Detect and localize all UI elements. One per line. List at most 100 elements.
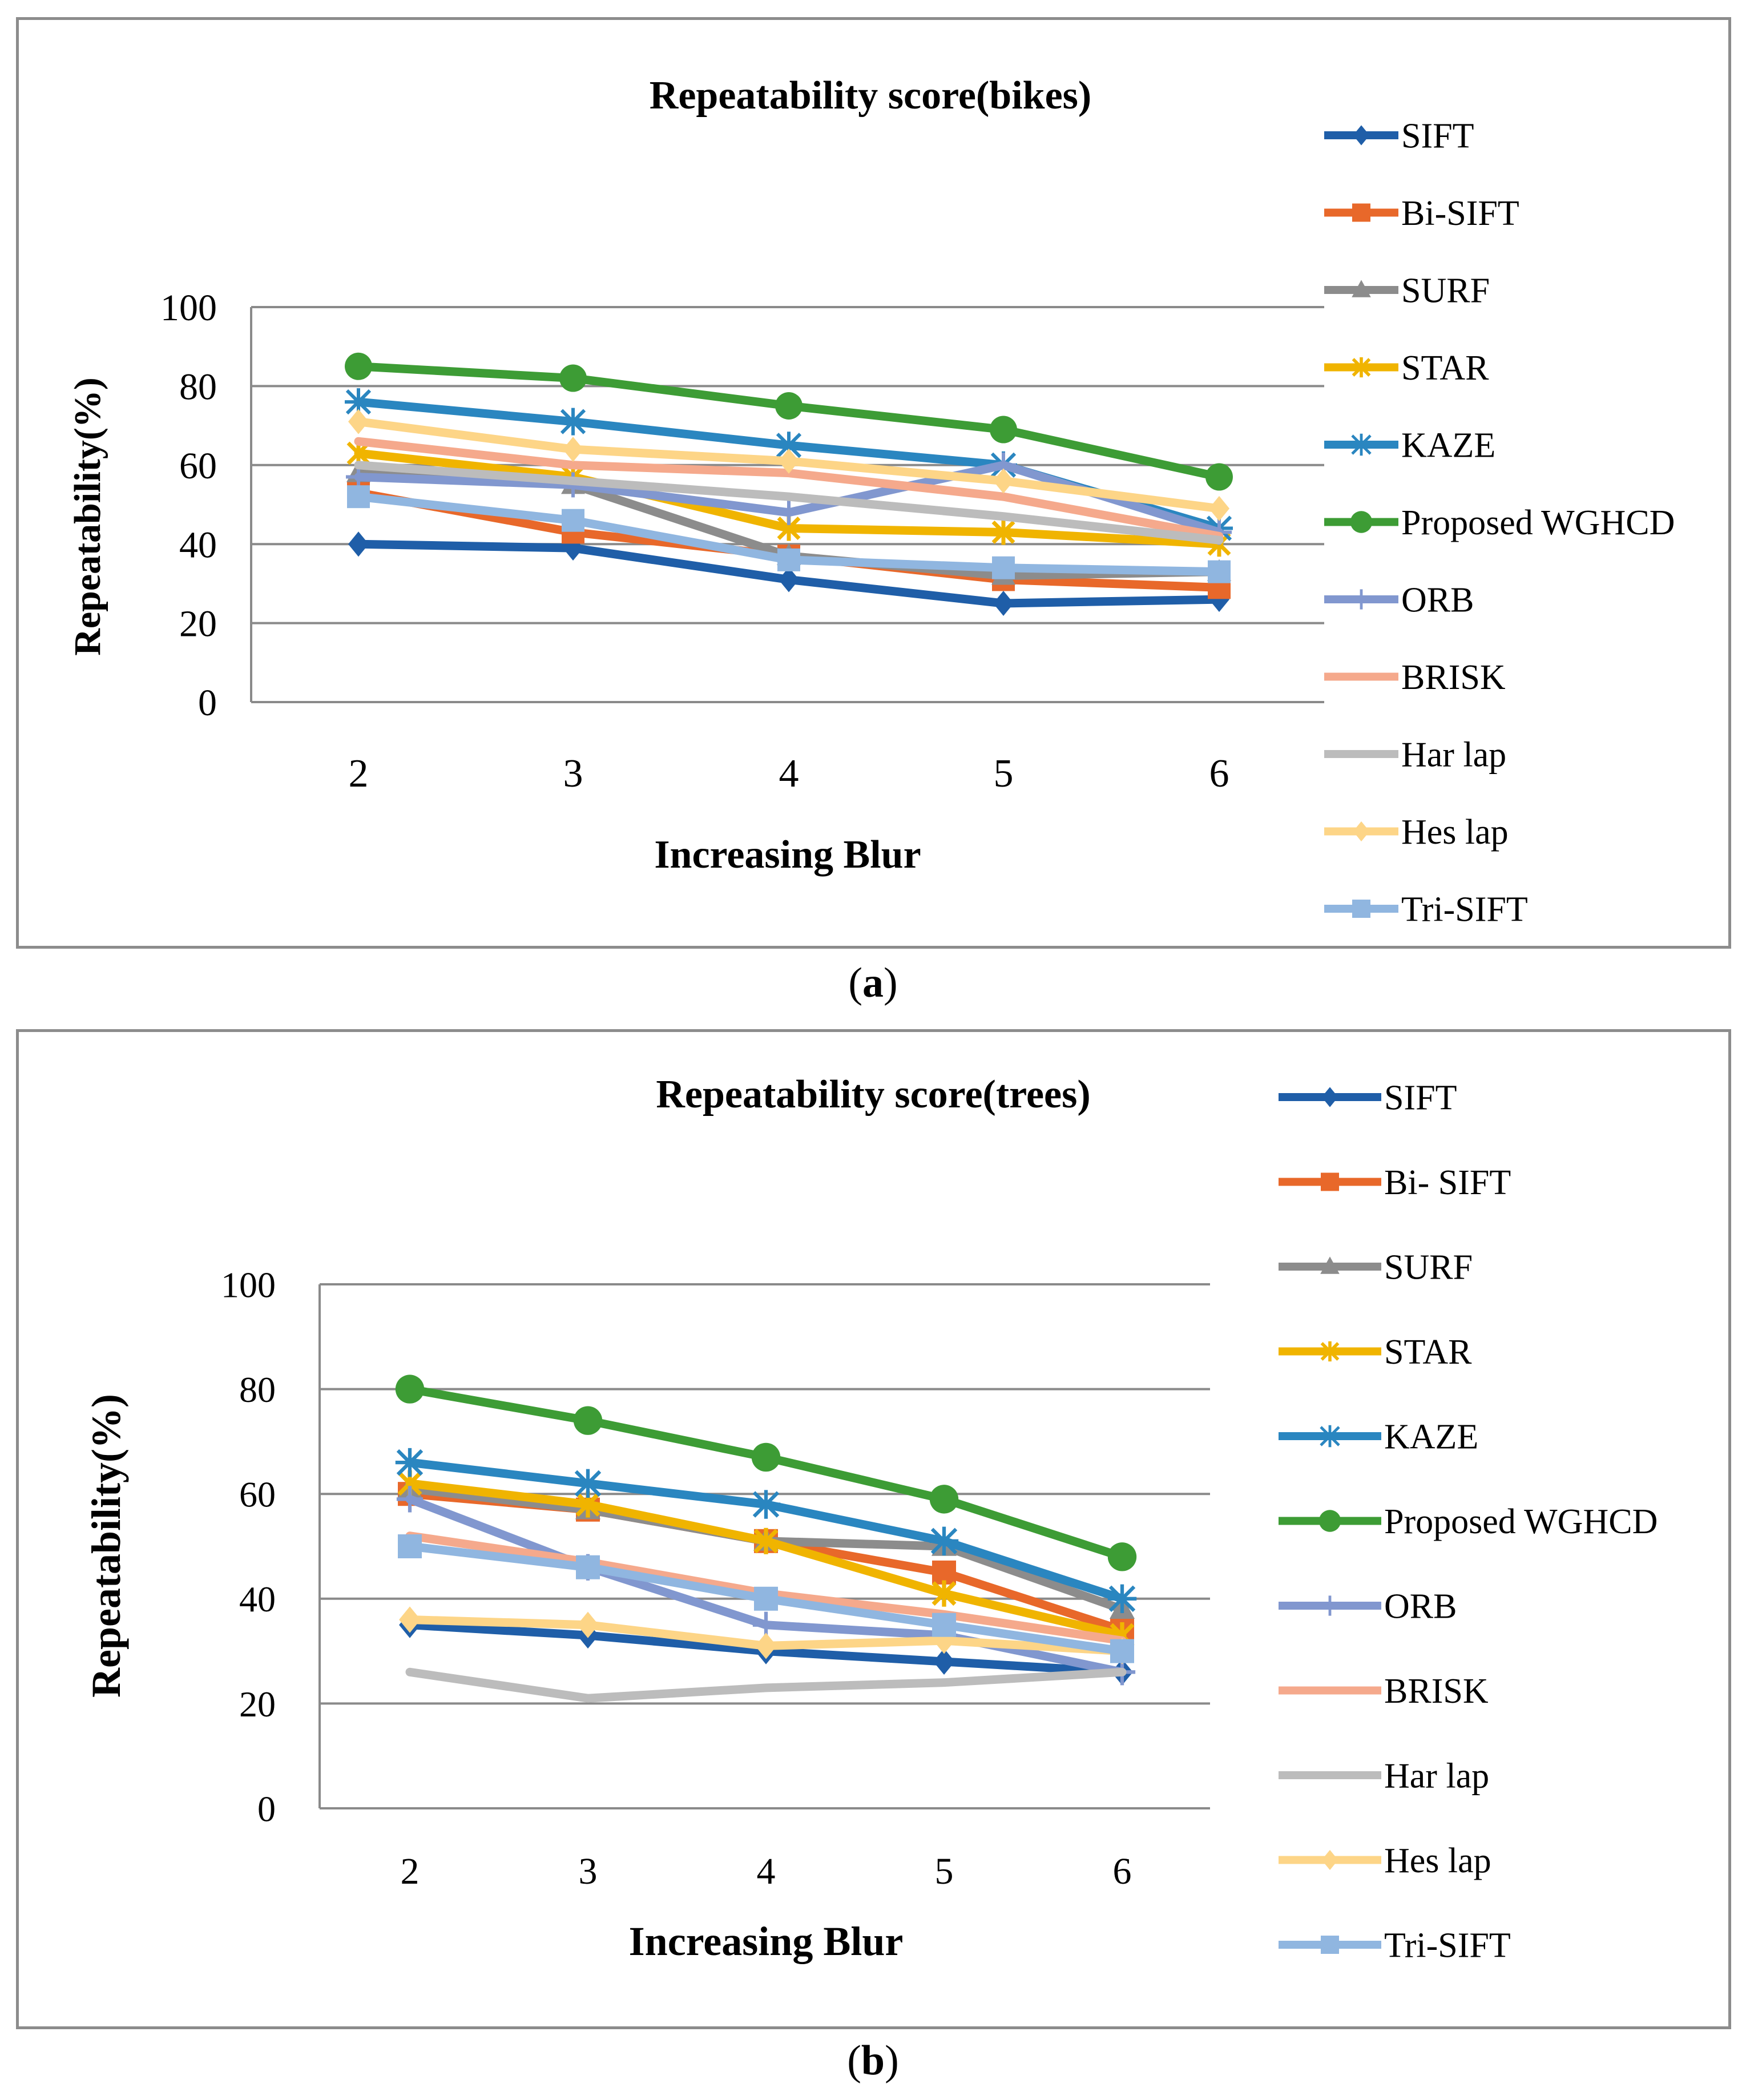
data-point-trees-10-1	[576, 1555, 600, 1579]
legend-entry-trees-8: Har lap	[1279, 1757, 1489, 1796]
series-trees-10	[398, 1534, 1134, 1663]
legend-entry-trees-6: ORB	[1279, 1587, 1457, 1626]
legend-label-bikes-1: Bi-SIFT	[1401, 194, 1519, 233]
series-bikes-9	[348, 409, 1229, 521]
x-tick-label-bikes: 6	[1209, 752, 1229, 796]
data-point-bikes-4-1	[559, 408, 587, 436]
data-point-bikes-0-2	[779, 567, 799, 592]
legend-marker-bikes-2	[1352, 280, 1371, 297]
legend-marker-trees-10	[1321, 1936, 1339, 1954]
x-tick-label-trees: 3	[579, 1851, 598, 1892]
legend-label-trees-6: ORB	[1384, 1587, 1457, 1626]
data-point-bikes-9-1	[563, 437, 583, 462]
data-point-bikes-10-0	[347, 485, 370, 509]
legend-entry-bikes-2: SURF	[1324, 272, 1490, 311]
legend-label-bikes-9: Hes lap	[1401, 813, 1509, 852]
data-point-trees-10-3	[932, 1613, 956, 1637]
y-tick-label-trees: 40	[239, 1579, 276, 1619]
data-point-bikes-0-3	[993, 591, 1014, 616]
data-point-bikes-10-2	[777, 548, 800, 571]
legend-marker-bikes-0	[1353, 125, 1370, 146]
series-bikes-8	[354, 461, 1224, 545]
data-point-bikes-5-0	[345, 352, 372, 380]
caption-a: (a)	[848, 960, 898, 1006]
data-point-trees-4-1	[573, 1469, 603, 1498]
legend-marker-trees-9	[1321, 1849, 1338, 1871]
legend-label-trees-10: Tri-SIFT	[1384, 1926, 1511, 1965]
data-point-trees-6-0	[396, 1486, 424, 1513]
series-trees-8	[405, 1667, 1127, 1703]
data-point-trees-9-1	[577, 1611, 599, 1638]
y-tick-label-trees: 0	[257, 1788, 276, 1829]
legend-entry-trees-10: Tri-SIFT	[1279, 1926, 1511, 1965]
data-point-trees-0-3	[933, 1648, 955, 1675]
legend-entry-trees-1: Bi- SIFT	[1279, 1163, 1511, 1202]
legend-label-trees-2: SURF	[1384, 1248, 1473, 1287]
data-point-trees-4-4	[1107, 1584, 1137, 1613]
data-point-trees-3-3	[932, 1580, 957, 1607]
legend-entry-bikes-10: Tri-SIFT	[1324, 890, 1528, 929]
data-point-bikes-4-0	[345, 388, 372, 416]
series-trees-5	[395, 1375, 1137, 1571]
legend-label-bikes-10: Tri-SIFT	[1401, 890, 1528, 929]
data-point-trees-5-3	[929, 1485, 959, 1514]
data-point-bikes-5-1	[559, 364, 587, 392]
legend-marker-bikes-10	[1352, 900, 1370, 918]
legend-marker-trees-2	[1320, 1256, 1340, 1274]
legend-entry-bikes-6: ORB	[1324, 581, 1474, 620]
y-axis-label-bikes: Repeatability(%)	[67, 377, 108, 656]
y-tick-label-bikes: 20	[179, 603, 217, 645]
data-point-bikes-4-2	[775, 432, 803, 459]
data-point-bikes-0-0	[348, 531, 369, 557]
series-bikes-0	[348, 531, 1229, 616]
data-point-trees-5-4	[1107, 1542, 1137, 1571]
legend-marker-bikes-5	[1350, 511, 1373, 533]
legend-entry-trees-4: KAZE	[1279, 1418, 1478, 1457]
legend-label-trees-0: SIFT	[1384, 1079, 1457, 1118]
data-point-bikes-5-4	[1205, 463, 1233, 491]
y-tick-label-bikes: 40	[179, 524, 217, 566]
legend-entry-trees-0: SIFT	[1279, 1079, 1457, 1118]
legend-marker-trees-0	[1321, 1087, 1338, 1107]
data-point-bikes-3-3	[991, 519, 1015, 545]
legend-label-bikes-3: STAR	[1401, 349, 1489, 388]
x-tick-label-trees: 5	[935, 1851, 954, 1892]
y-tick-label-bikes: 100	[160, 287, 217, 329]
legend-entry-trees-9: Hes lap	[1279, 1841, 1491, 1880]
series-line-bikes-8	[354, 461, 1224, 545]
series-line-trees-8	[405, 1667, 1127, 1703]
data-point-bikes-10-3	[992, 556, 1015, 579]
x-tick-label-bikes: 4	[779, 752, 799, 796]
legend-entry-bikes-1: Bi-SIFT	[1324, 194, 1519, 233]
data-point-trees-9-0	[399, 1606, 421, 1633]
chart-trees: Repeatability score(trees) 0 20 40 60 80 100 2 3…	[83, 1073, 1658, 1965]
x-axis-label-bikes: Increasing Blur	[654, 833, 921, 877]
x-tick-label-bikes: 3	[563, 752, 583, 796]
y-tick-label-bikes: 80	[179, 366, 217, 408]
data-point-trees-4-3	[929, 1526, 959, 1556]
legend-entry-trees-3: STAR	[1279, 1333, 1472, 1372]
legend-label-trees-3: STAR	[1384, 1333, 1472, 1372]
series-bikes-10	[347, 485, 1231, 583]
data-point-bikes-10-4	[1208, 560, 1231, 583]
series-bikes-5	[345, 352, 1233, 491]
legend-marker-trees-5	[1318, 1510, 1341, 1532]
legend-marker-bikes-9	[1353, 821, 1370, 842]
legend-marker-trees-6	[1320, 1595, 1340, 1616]
series-trees-4	[395, 1448, 1137, 1613]
legend-marker-trees-1	[1321, 1172, 1339, 1191]
legend-label-bikes-4: KAZE	[1401, 426, 1495, 465]
y-tick-label-trees: 80	[239, 1369, 276, 1410]
data-point-bikes-6-2	[776, 499, 801, 525]
chart-title-trees: Repeatability score(trees)	[656, 1073, 1090, 1116]
data-point-trees-4-2	[751, 1490, 781, 1519]
data-point-trees-5-2	[751, 1442, 781, 1472]
legend-marker-trees-3	[1320, 1341, 1340, 1362]
x-tick-label-trees: 2	[401, 1851, 420, 1892]
legend-entry-trees-7: BRISK	[1279, 1672, 1489, 1711]
data-point-trees-3-2	[753, 1527, 779, 1554]
legend-entry-bikes-0: SIFT	[1324, 117, 1474, 156]
data-point-bikes-10-1	[562, 509, 584, 532]
legend-marker-trees-4	[1318, 1425, 1341, 1448]
